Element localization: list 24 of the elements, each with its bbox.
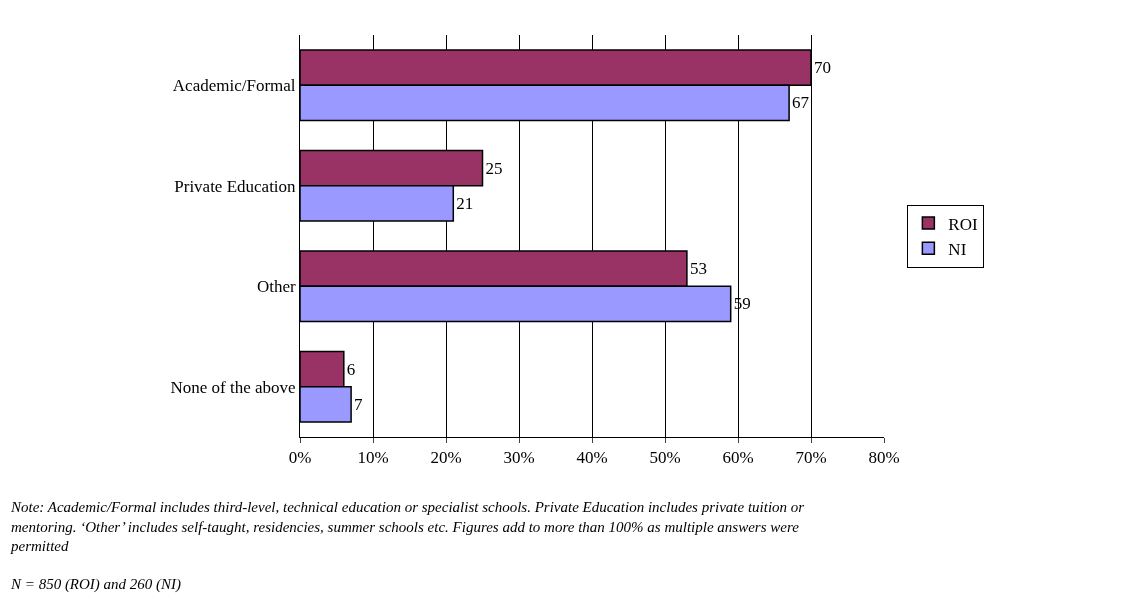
data-label: 7 bbox=[354, 394, 364, 414]
data-label: 25 bbox=[485, 158, 503, 178]
x-tick-label: 30% bbox=[503, 448, 535, 468]
x-tick-label: 0% bbox=[288, 448, 312, 468]
y-tick-label: Other bbox=[256, 277, 296, 297]
data-label: 70 bbox=[814, 58, 831, 78]
x-tick-label: 20% bbox=[430, 448, 462, 468]
data-label: 53 bbox=[689, 259, 707, 279]
x-tick-label: 60% bbox=[722, 448, 754, 468]
text: N = 850 (ROI) and 260 (NI) bbox=[10, 576, 182, 593]
data-label: 6 bbox=[346, 359, 356, 379]
y-tick-label: Academic/Formal bbox=[172, 76, 296, 96]
data-label: 67 bbox=[792, 93, 810, 113]
y-tick-label: Private Education bbox=[174, 176, 297, 196]
x-tick-label: 70% bbox=[795, 448, 827, 468]
x-tick-label: 50% bbox=[649, 448, 681, 468]
text: Note: Academic/Formal includes third-level, technical education or specialist schools. Private Education includes private tuition or mentoring. ‘Other’ includes self-taught, residencies, summer schools etc. Figures add to more than 100% as multiple answers were permitted bbox=[10, 499, 805, 554]
x-tick-label: 10% bbox=[357, 448, 389, 468]
x-tick-label: 40% bbox=[576, 448, 608, 468]
x-tick-label: 80% bbox=[868, 448, 900, 468]
legend-label: ROI bbox=[948, 214, 978, 234]
legend-label: NI bbox=[948, 239, 967, 259]
y-tick-label: None of the above bbox=[170, 377, 296, 397]
data-label: 21 bbox=[456, 193, 474, 213]
